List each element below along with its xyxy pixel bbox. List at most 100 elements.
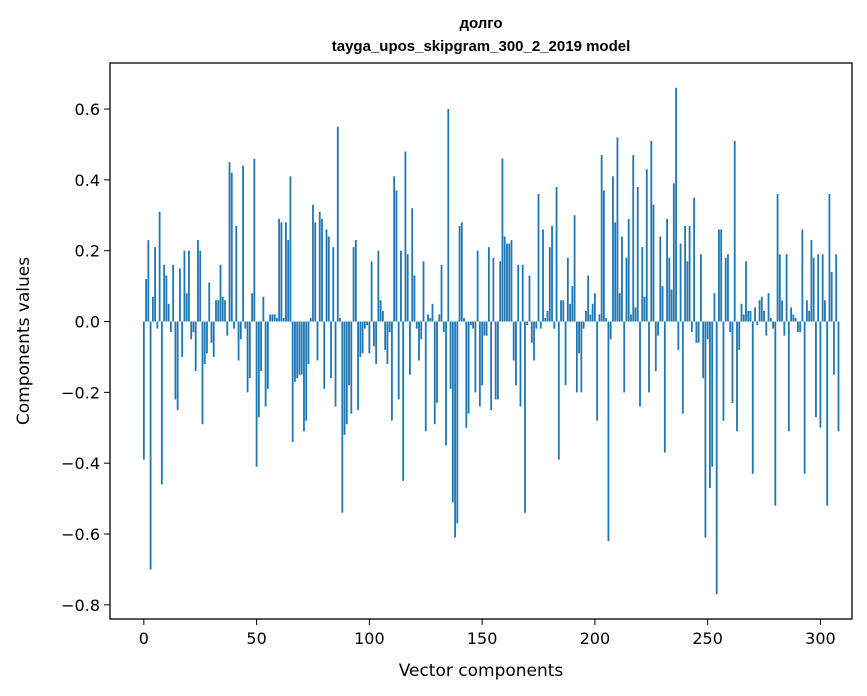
bar-15 bbox=[176, 321, 179, 411]
bar-24 bbox=[197, 240, 199, 322]
bar-139 bbox=[456, 321, 459, 524]
bar-207 bbox=[609, 321, 612, 340]
bar-229 bbox=[659, 236, 662, 322]
bar-138 bbox=[454, 321, 456, 538]
x-axis-label: Vector components bbox=[399, 661, 564, 681]
bar-98 bbox=[363, 321, 366, 329]
bar-214 bbox=[625, 257, 628, 322]
bar-128 bbox=[431, 303, 434, 322]
bar-265 bbox=[740, 303, 743, 322]
bar-270 bbox=[751, 321, 754, 474]
bar-158 bbox=[499, 261, 502, 322]
bar-156 bbox=[494, 321, 497, 400]
bar-42 bbox=[237, 321, 240, 361]
bar-162 bbox=[508, 243, 511, 322]
bar-78 bbox=[318, 211, 321, 322]
bar-52 bbox=[260, 321, 263, 372]
bar-34 bbox=[219, 264, 222, 322]
bar-204 bbox=[603, 190, 605, 322]
bar-107 bbox=[384, 321, 387, 350]
bar-32 bbox=[215, 300, 217, 322]
bar-234 bbox=[670, 289, 673, 322]
bar-7 bbox=[158, 211, 161, 322]
bar-82 bbox=[327, 236, 330, 322]
bar-56 bbox=[269, 314, 272, 322]
bar-249 bbox=[704, 321, 707, 538]
bar-280 bbox=[774, 321, 777, 506]
bar-277 bbox=[767, 293, 770, 322]
bar-230 bbox=[661, 286, 664, 322]
bar-104 bbox=[377, 250, 380, 322]
bar-40 bbox=[233, 321, 235, 329]
bar-14 bbox=[174, 321, 177, 400]
bar-119 bbox=[411, 208, 414, 322]
bar-308 bbox=[837, 321, 840, 432]
y-axis-ticks: −0.8 −0.6 −0.4 −0.2 0.0 0.2 0.4 0.6 bbox=[61, 100, 110, 615]
bar-289 bbox=[794, 317, 797, 322]
bar-71 bbox=[303, 321, 305, 432]
bar-237 bbox=[677, 321, 680, 350]
bar-21 bbox=[190, 321, 193, 340]
bar-144 bbox=[467, 321, 470, 414]
bar-246 bbox=[697, 321, 700, 343]
bar-29 bbox=[208, 282, 211, 322]
bar-271 bbox=[754, 307, 756, 322]
bar-127 bbox=[429, 317, 432, 322]
bar-9 bbox=[163, 264, 166, 322]
bar-69 bbox=[298, 321, 301, 375]
bar-108 bbox=[386, 321, 389, 365]
bar-168 bbox=[521, 264, 524, 322]
bar-5 bbox=[154, 247, 157, 322]
bar-41 bbox=[235, 225, 238, 322]
bar-251 bbox=[709, 321, 711, 488]
bar-305 bbox=[830, 271, 833, 322]
bar-205 bbox=[605, 317, 608, 322]
bar-184 bbox=[557, 321, 560, 460]
bar-296 bbox=[810, 240, 813, 322]
bar-180 bbox=[548, 247, 551, 322]
bar-278 bbox=[769, 317, 772, 322]
bar-196 bbox=[584, 310, 587, 322]
bar-211 bbox=[618, 293, 621, 322]
bar-286 bbox=[787, 321, 790, 432]
bar-111 bbox=[393, 176, 396, 322]
bar-279 bbox=[772, 321, 774, 329]
bar-220 bbox=[639, 321, 641, 407]
bar-257 bbox=[722, 321, 725, 421]
bar-208 bbox=[612, 176, 614, 322]
bar-307 bbox=[835, 254, 838, 322]
bar-291 bbox=[799, 321, 802, 333]
bar-102 bbox=[372, 321, 375, 347]
bar-275 bbox=[763, 310, 765, 322]
bar-100 bbox=[368, 321, 371, 354]
bar-293 bbox=[803, 321, 806, 474]
bar-61 bbox=[280, 222, 283, 322]
bar-65 bbox=[289, 176, 292, 322]
bar-81 bbox=[325, 229, 328, 322]
y-tick-label-7: 0.6 bbox=[75, 100, 100, 119]
y-tick-label-1: −0.6 bbox=[61, 525, 100, 544]
bar-238 bbox=[679, 243, 682, 322]
bar-284 bbox=[783, 321, 786, 336]
bar-62 bbox=[282, 317, 285, 322]
bar-13 bbox=[172, 264, 175, 322]
bar-269 bbox=[749, 310, 752, 322]
bar-276 bbox=[765, 321, 768, 336]
bar-134 bbox=[445, 321, 447, 446]
bar-93 bbox=[352, 247, 355, 322]
x-tick-label-50: 50 bbox=[246, 629, 266, 648]
chart-title: долго bbox=[459, 15, 502, 32]
bar-232 bbox=[666, 218, 668, 322]
bar-36 bbox=[224, 300, 226, 322]
bar-261 bbox=[731, 321, 734, 403]
bar-73 bbox=[307, 321, 310, 365]
chart-subtitle: tayga_upos_skipgram_300_2_2019 model bbox=[332, 38, 631, 55]
bar-68 bbox=[296, 321, 299, 379]
bar-54 bbox=[264, 321, 267, 407]
x-tick-label-100: 100 bbox=[354, 629, 385, 648]
bar-3 bbox=[149, 321, 152, 570]
bar-55 bbox=[266, 321, 269, 389]
bar-241 bbox=[686, 261, 689, 322]
bar-121 bbox=[415, 321, 418, 329]
bar-174 bbox=[535, 321, 538, 329]
